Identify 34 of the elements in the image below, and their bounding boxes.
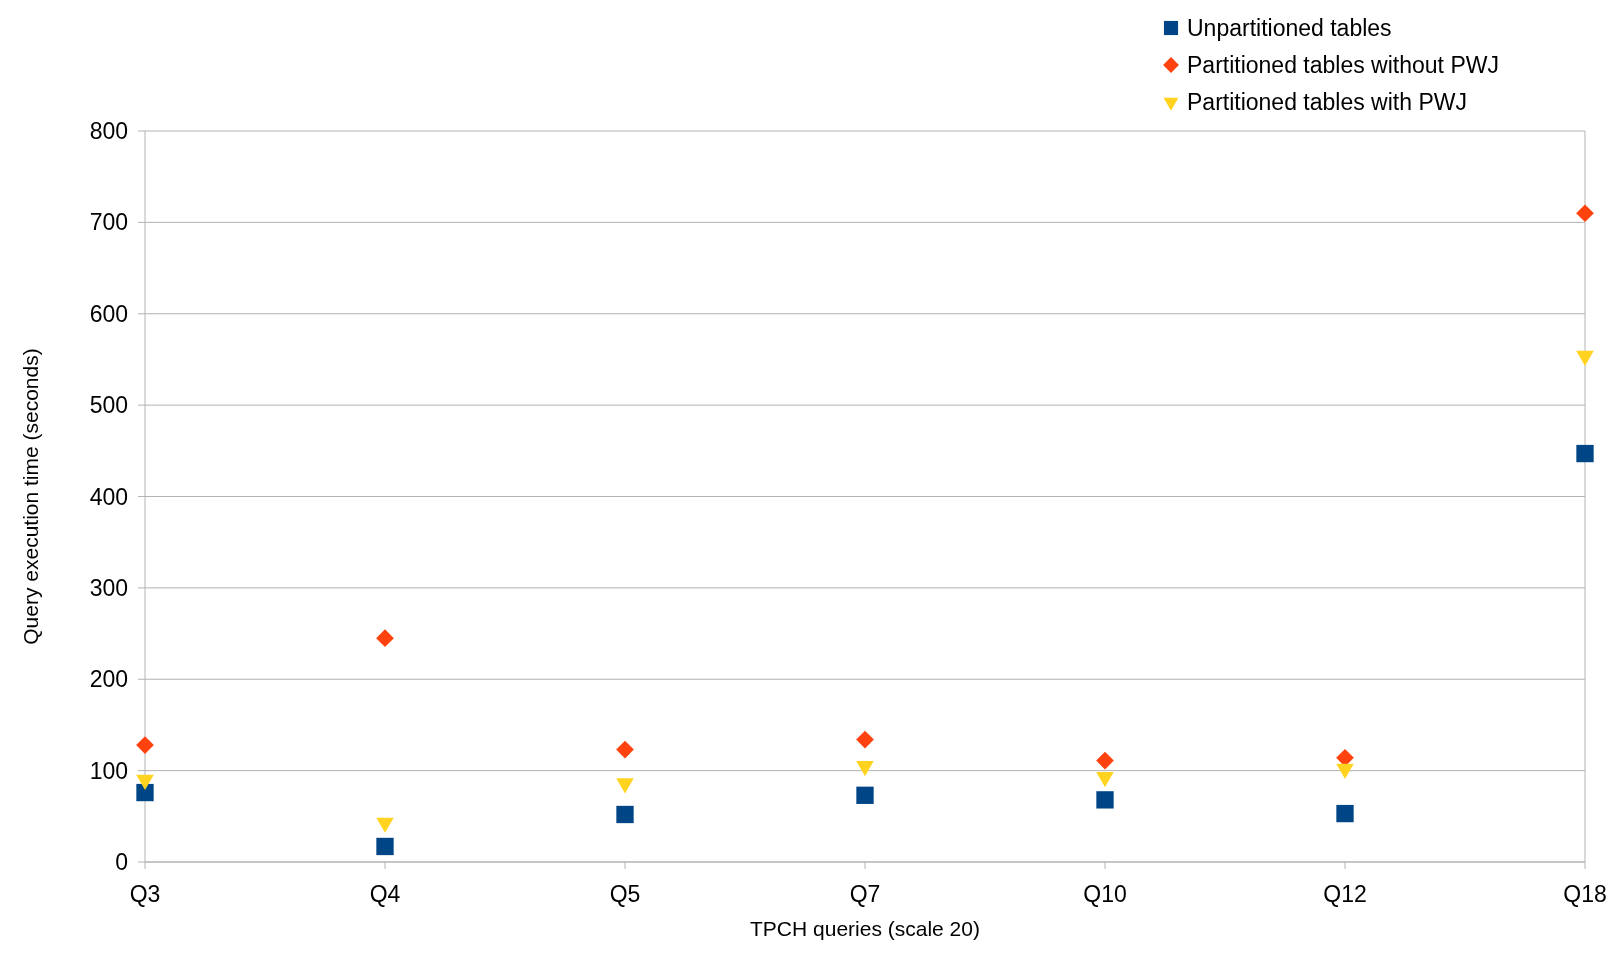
x-tick-label: Q4	[369, 881, 401, 907]
point	[1576, 444, 1594, 463]
point	[376, 629, 394, 647]
point	[1096, 791, 1114, 809]
point	[136, 736, 154, 754]
x-tick-label: Q5	[609, 881, 641, 907]
point	[856, 786, 874, 804]
y-axis-title: Query execution time (seconds)	[19, 348, 42, 645]
x-tick-label: Q7	[849, 881, 881, 907]
y-tick-label: 600	[89, 300, 128, 327]
y-tick-label: 100	[89, 757, 128, 784]
y-tick-label: 800	[89, 118, 128, 145]
y-tick-label: 200	[89, 666, 128, 693]
point	[616, 740, 634, 759]
y-tick-label: 500	[89, 392, 128, 419]
x-tick-label: Q10	[1083, 881, 1127, 907]
y-tick-label: 700	[89, 209, 128, 236]
y-tick-label: 400	[89, 483, 128, 510]
x-tick-label: Q3	[129, 881, 161, 907]
point	[376, 837, 394, 856]
point	[136, 783, 154, 802]
point	[856, 730, 874, 749]
y-tick-label: 300	[89, 574, 128, 601]
legend-label: Partitioned tables without PWJ	[1187, 52, 1499, 79]
y-tick-label: 0	[115, 849, 128, 876]
x-tick-label: Q18	[1563, 881, 1607, 907]
legend-label: Unpartitioned tables	[1187, 15, 1392, 42]
x-tick-label: Q12	[1323, 881, 1367, 907]
point	[1576, 204, 1594, 223]
point	[616, 805, 634, 824]
legend-label: Partitioned tables with PWJ	[1187, 89, 1467, 116]
point	[1096, 751, 1114, 770]
point	[1336, 804, 1354, 823]
x-axis-title: TPCH queries (scale 20)	[750, 917, 980, 940]
